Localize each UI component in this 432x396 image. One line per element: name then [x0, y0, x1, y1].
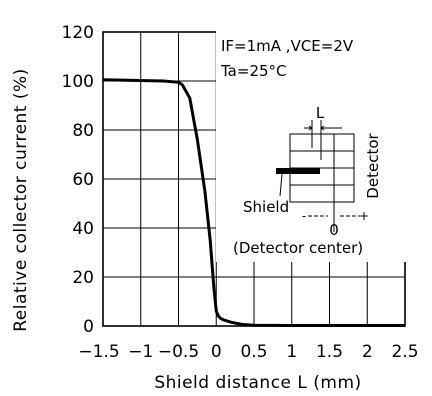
y-tick-labels: 0 20 40 60 80 100 120: [62, 23, 94, 337]
conditions-line2: Ta=25°C: [220, 62, 287, 80]
conditions-box: IF=1mA ,VCE=2V Ta=25°C: [216, 30, 406, 86]
x-axis-title: Shield distance L (mm): [154, 373, 361, 393]
x-tick-label: 2: [362, 342, 373, 362]
diagram-center-label: (Detector center): [233, 239, 363, 257]
diagram-zero: 0: [329, 221, 339, 239]
y-tick-label: 40: [72, 219, 94, 239]
x-tick-label: −0.5: [158, 342, 199, 362]
x-tick-label: 1: [286, 342, 297, 362]
diagram-L-label: L: [316, 104, 325, 122]
x-tick-labels: −1.5 −1 −0.5 0 0.5 1 1.5 2 2.5: [78, 342, 418, 362]
x-tick-label: −1: [128, 342, 153, 362]
conditions-line1: IF=1mA ,VCE=2V: [221, 37, 354, 55]
x-tick-label: −1.5: [78, 342, 119, 362]
x-tick-label: 0.5: [240, 342, 267, 362]
x-tick-label: 0: [211, 342, 222, 362]
y-tick-label: 20: [72, 268, 94, 288]
y-tick-label: 60: [72, 170, 94, 190]
y-tick-label: 80: [72, 121, 94, 141]
series-line: [102, 78, 405, 327]
y-tick-label: 120: [62, 23, 94, 43]
y-axis-title: Relative collector current (%): [11, 68, 31, 332]
y-tick-label: 100: [62, 72, 94, 92]
inset-diagram: L Detector Shield - + 0 (Detector center…: [216, 86, 406, 262]
shield-bar: [276, 168, 320, 174]
y-tick-label: 0: [83, 317, 94, 337]
diagram-detector-label: Detector: [364, 132, 382, 198]
diagram-plus: +: [359, 209, 369, 223]
x-tick-label: 2.5: [391, 342, 418, 362]
x-tick-label: 1.5: [316, 342, 343, 362]
diagram-minus: -: [302, 209, 306, 223]
diagram-shield-label: Shield: [243, 198, 289, 216]
